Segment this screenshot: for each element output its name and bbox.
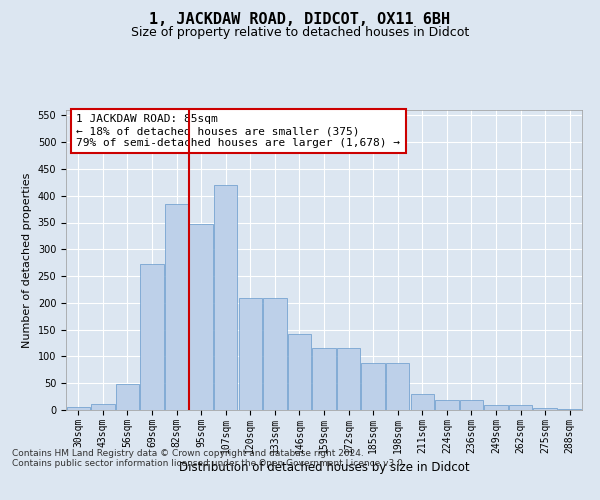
Bar: [460, 400, 483, 410]
Text: Contains public sector information licensed under the Open Government Licence v3: Contains public sector information licen…: [12, 458, 406, 468]
Bar: [239, 298, 262, 410]
Bar: [435, 400, 458, 410]
Bar: [263, 298, 287, 410]
Bar: [337, 348, 360, 410]
Bar: [558, 409, 581, 410]
Bar: [190, 224, 213, 410]
Bar: [509, 404, 532, 410]
Text: Contains HM Land Registry data © Crown copyright and database right 2024.: Contains HM Land Registry data © Crown c…: [12, 448, 364, 458]
Bar: [533, 408, 557, 410]
Bar: [410, 394, 434, 410]
Text: 1 JACKDAW ROAD: 85sqm
← 18% of detached houses are smaller (375)
79% of semi-det: 1 JACKDAW ROAD: 85sqm ← 18% of detached …: [76, 114, 400, 148]
Bar: [361, 363, 385, 410]
Text: Size of property relative to detached houses in Didcot: Size of property relative to detached ho…: [131, 26, 469, 39]
Bar: [313, 348, 335, 410]
Bar: [67, 408, 90, 410]
Bar: [214, 185, 238, 410]
Bar: [91, 404, 115, 410]
Bar: [165, 204, 188, 410]
Bar: [140, 264, 164, 410]
Text: 1, JACKDAW ROAD, DIDCOT, OX11 6BH: 1, JACKDAW ROAD, DIDCOT, OX11 6BH: [149, 12, 451, 28]
Bar: [484, 404, 508, 410]
Y-axis label: Number of detached properties: Number of detached properties: [22, 172, 32, 348]
Bar: [288, 334, 311, 410]
Bar: [386, 363, 409, 410]
X-axis label: Distribution of detached houses by size in Didcot: Distribution of detached houses by size …: [179, 461, 469, 474]
Bar: [116, 384, 139, 410]
